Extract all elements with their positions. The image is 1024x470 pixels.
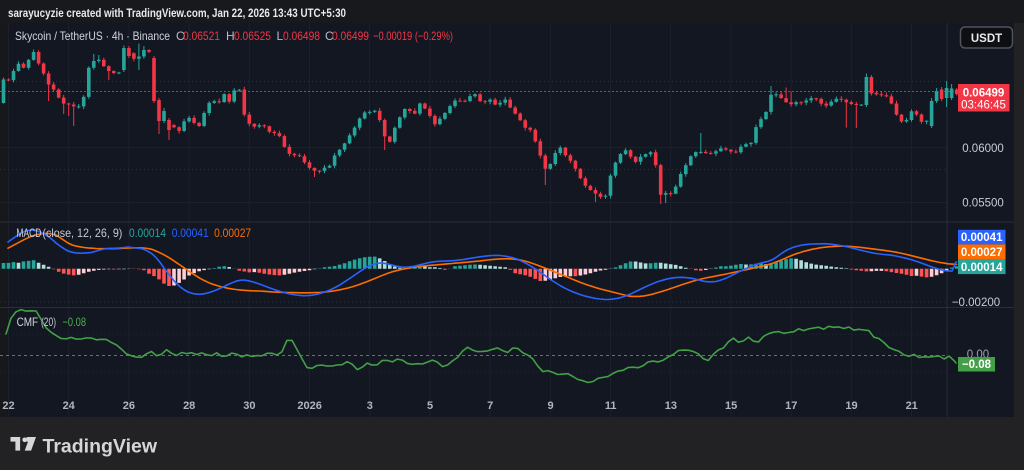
svg-text:28: 28 xyxy=(183,400,195,412)
svg-text:O: O xyxy=(176,29,185,43)
svg-text:−0.00200: −0.00200 xyxy=(952,297,1000,309)
svg-text:(20): (20) xyxy=(41,315,56,329)
svg-text:24: 24 xyxy=(63,400,76,412)
svg-text:5: 5 xyxy=(427,400,433,412)
svg-text:0.06000: 0.06000 xyxy=(962,143,1004,155)
svg-text:0.06499: 0.06499 xyxy=(963,88,1005,100)
svg-text:0.00014: 0.00014 xyxy=(961,262,1003,274)
svg-text:17: 17 xyxy=(785,400,797,412)
svg-text:0.06499: 0.06499 xyxy=(332,29,369,43)
svg-text:13: 13 xyxy=(665,400,677,412)
svg-text:USDT: USDT xyxy=(971,33,1002,45)
svg-text:−0.08: −0.08 xyxy=(962,359,992,371)
svg-text:19: 19 xyxy=(845,400,857,412)
svg-text:0.00014: 0.00014 xyxy=(129,226,166,240)
svg-text:0.05500: 0.05500 xyxy=(962,198,1004,210)
svg-text:Skycoin / TetherUS · 4h · Bina: Skycoin / TetherUS · 4h · Binance xyxy=(15,29,170,43)
svg-text:7: 7 xyxy=(487,400,493,412)
svg-text:−0.08: −0.08 xyxy=(63,315,87,329)
svg-text:CMF: CMF xyxy=(17,315,38,329)
svg-text:11: 11 xyxy=(605,400,617,412)
svg-text:9: 9 xyxy=(547,400,553,412)
svg-text:0.00041: 0.00041 xyxy=(172,226,209,240)
svg-text:0.06498: 0.06498 xyxy=(283,29,320,43)
svg-text:0.00041: 0.00041 xyxy=(961,232,1003,244)
svg-text:0.00027: 0.00027 xyxy=(214,226,251,240)
svg-text:sarayucyzie created with Tradi: sarayucyzie created with TradingView.com… xyxy=(8,6,346,20)
svg-text:MACD: MACD xyxy=(16,226,41,240)
svg-text:0.06525: 0.06525 xyxy=(234,29,271,43)
svg-text:0.06521: 0.06521 xyxy=(183,29,220,43)
svg-text:03:46:45: 03:46:45 xyxy=(961,100,1006,112)
svg-text:(close, 12, 26, 9): (close, 12, 26, 9) xyxy=(42,226,122,240)
svg-text:22: 22 xyxy=(2,400,14,412)
svg-text:H: H xyxy=(226,29,235,43)
svg-text:30: 30 xyxy=(243,400,255,412)
svg-text:3: 3 xyxy=(367,400,373,412)
svg-text:15: 15 xyxy=(725,400,737,412)
svg-text:TradingView: TradingView xyxy=(43,436,158,458)
svg-text:2026: 2026 xyxy=(297,400,321,412)
svg-text:−0.00019 (−0.29%): −0.00019 (−0.29%) xyxy=(373,29,453,43)
svg-text:C: C xyxy=(325,29,334,43)
svg-text:26: 26 xyxy=(123,400,135,412)
svg-text:L: L xyxy=(277,29,284,43)
svg-text:21: 21 xyxy=(906,400,918,412)
svg-text:0.00027: 0.00027 xyxy=(961,247,1003,259)
